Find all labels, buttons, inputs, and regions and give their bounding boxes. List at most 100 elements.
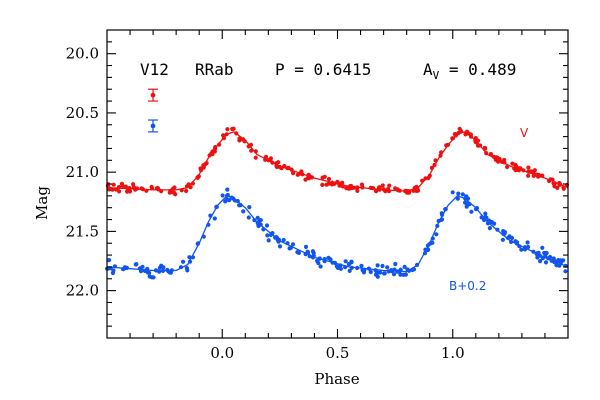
x-tick-label: 1.0 [441, 344, 465, 362]
star-id-label: V12 [140, 60, 169, 79]
y-axis-title: Mag [33, 186, 51, 220]
data-point [140, 264, 145, 269]
annotation-row: V12 RRab P = 0.6415 AV = 0.489 [140, 60, 516, 82]
variable-type-label: RRab [195, 60, 234, 79]
data-point [519, 247, 524, 252]
data-point [543, 260, 549, 265]
data-point [146, 270, 151, 275]
data-point [505, 164, 510, 170]
data-point [540, 245, 545, 250]
data-point [181, 259, 186, 264]
data-point [172, 185, 177, 190]
b-error-bar [148, 119, 158, 133]
data-point [393, 261, 398, 267]
data-point [151, 275, 156, 280]
data-point [303, 244, 309, 249]
data-point [346, 262, 351, 267]
data-point [127, 189, 133, 194]
data-point [185, 268, 190, 273]
error-bar-point [150, 92, 156, 98]
data-point [464, 204, 469, 209]
data-point [375, 263, 380, 268]
y-tick-label: 21.5 [66, 222, 99, 240]
data-point [544, 250, 549, 256]
data-point [500, 237, 505, 242]
data-point [246, 215, 251, 220]
data-point [510, 161, 515, 166]
data-point [133, 262, 138, 267]
data-point [225, 187, 230, 192]
data-point [398, 272, 403, 277]
data-point [310, 249, 315, 254]
data-point [291, 171, 296, 176]
data-point [532, 168, 537, 173]
data-point [340, 180, 345, 185]
data-point [322, 174, 327, 179]
series-label-b: B+0.2 [449, 279, 486, 293]
data-point [220, 193, 225, 198]
plot-area [105, 126, 570, 280]
data-point [361, 269, 366, 274]
data-point [247, 205, 252, 210]
y-tick-label: 20.5 [66, 104, 99, 122]
data-point [563, 269, 568, 274]
amplitude-symbol: A [423, 60, 433, 79]
data-point [359, 263, 364, 268]
data-point [166, 269, 171, 274]
data-point [290, 242, 296, 247]
data-point [483, 211, 488, 216]
y-tick-label: 21.0 [66, 163, 99, 181]
data-point [378, 270, 383, 275]
data-point [469, 209, 474, 214]
data-point [526, 165, 531, 170]
data-point [253, 155, 258, 160]
amplitude-value: = 0.489 [439, 60, 516, 79]
fit-curve [106, 195, 569, 273]
data-point [401, 272, 406, 277]
data-point [558, 258, 563, 263]
series-label-v: V [520, 126, 529, 140]
data-point [525, 240, 530, 245]
period-label: P = 0.6415 [275, 60, 371, 79]
data-point [266, 238, 271, 243]
data-point [355, 188, 360, 193]
data-point [258, 218, 263, 223]
y-tick-label: 20.0 [66, 45, 99, 63]
data-point [391, 272, 397, 277]
data-point [225, 127, 230, 132]
data-point [295, 172, 300, 177]
data-point [212, 216, 217, 221]
data-point [460, 192, 465, 197]
data-point [326, 255, 331, 260]
data-point [450, 190, 455, 195]
v-error-bar [148, 88, 158, 102]
data-point [281, 237, 286, 243]
y-tick-label: 22.0 [66, 282, 99, 300]
data-point [359, 182, 365, 187]
data-point [326, 176, 332, 182]
data-point [551, 256, 556, 261]
data-point [265, 233, 270, 238]
data-point [326, 181, 331, 186]
data-point [303, 177, 308, 182]
data-point [430, 240, 435, 245]
data-point [335, 265, 340, 270]
data-point [501, 229, 506, 234]
data-point [373, 272, 379, 277]
data-point [264, 223, 270, 228]
data-point [147, 274, 152, 279]
data-point [106, 258, 112, 263]
error-bar-legend [148, 88, 158, 133]
amplitude-label: AV = 0.489 [423, 60, 516, 82]
data-point [487, 226, 492, 231]
data-point [318, 264, 323, 269]
series-v [105, 126, 570, 197]
data-point [368, 269, 373, 275]
data-point [456, 191, 461, 196]
series-b [105, 187, 569, 280]
data-point [119, 181, 124, 186]
data-point [526, 244, 531, 250]
data-point [277, 244, 283, 249]
data-point [377, 185, 382, 190]
